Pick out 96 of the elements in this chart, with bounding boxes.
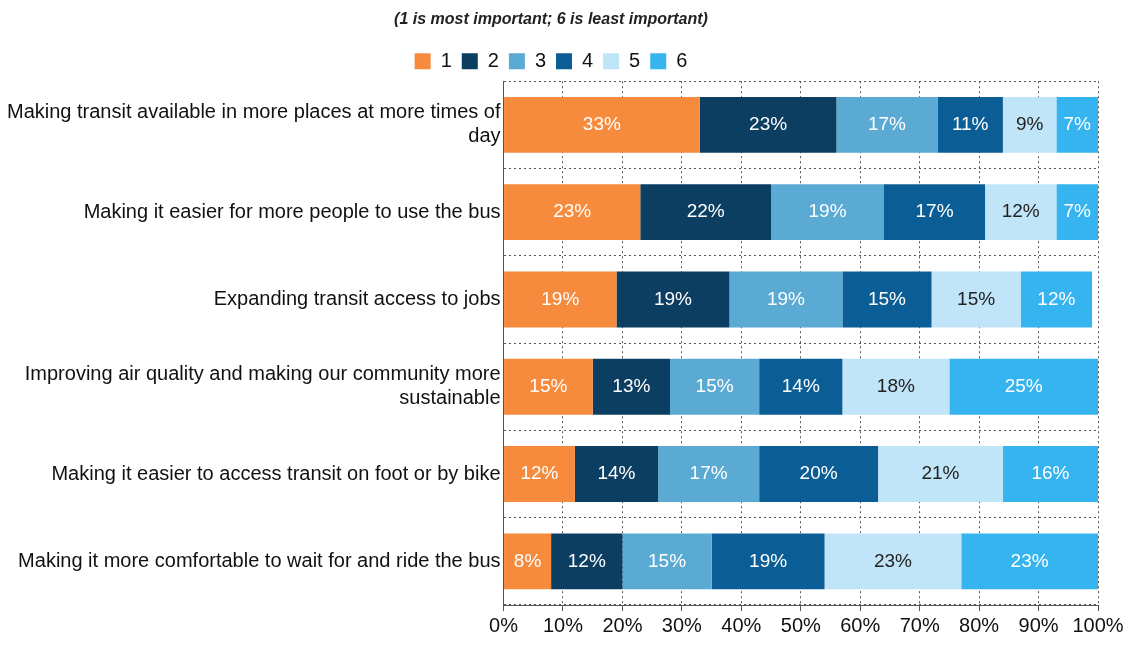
legend-label: 4 — [582, 48, 594, 71]
legend-label: 3 — [534, 48, 546, 71]
bar — [836, 96, 938, 153]
x-tick-label: 60% — [840, 613, 881, 636]
y-tick-label: Expanding transit access to jobs — [213, 286, 501, 309]
data-label: 22% — [686, 200, 725, 222]
bar — [504, 358, 593, 415]
y-tick-label: Making transit available in more places at more times of day — [7, 100, 501, 147]
y-tick-label: Making it more comfortable to wait for and ride the bus — [18, 548, 501, 571]
x-tick-label: 90% — [1018, 613, 1059, 636]
bar — [729, 271, 843, 328]
x-tick-label: 40% — [721, 613, 762, 636]
data-label: 23% — [553, 200, 592, 222]
x-tick-label: 30% — [661, 613, 703, 636]
data-label: 12% — [1001, 200, 1040, 222]
data-label: 11% — [951, 113, 989, 135]
data-label: 13% — [612, 374, 651, 396]
bar — [1056, 96, 1098, 153]
data-label: 19% — [749, 549, 788, 571]
bar — [1002, 96, 1057, 153]
data-label: 14% — [597, 462, 636, 484]
bar — [824, 533, 962, 590]
bar — [669, 358, 760, 415]
legend-label: 2 — [487, 48, 499, 71]
bar — [1056, 184, 1098, 241]
data-label: 14% — [781, 374, 820, 396]
data-label: 23% — [749, 113, 788, 135]
data-label: 12% — [520, 462, 559, 484]
bar — [1002, 446, 1098, 502]
bar — [842, 358, 950, 415]
legend-label: 6 — [676, 48, 688, 71]
bar — [640, 184, 772, 241]
data-label: 9% — [1015, 113, 1044, 135]
chart-title: (1 is most important; 6 is least important) — [394, 10, 708, 28]
bar — [504, 271, 617, 328]
bar — [931, 271, 1021, 328]
data-label: 19% — [541, 287, 580, 309]
x-tick-label: 70% — [899, 613, 940, 636]
x-tick-label: 0% — [489, 613, 519, 636]
data-label: 15% — [957, 287, 996, 309]
bar — [622, 533, 712, 590]
data-label: 19% — [653, 287, 693, 309]
bar — [949, 358, 1098, 415]
bar — [985, 184, 1057, 241]
bar — [759, 446, 879, 502]
bar — [504, 96, 700, 153]
x-tick-label: 80% — [959, 613, 1000, 636]
data-label: 7% — [1063, 200, 1092, 222]
data-label: 12% — [1037, 287, 1076, 309]
data-label: 16% — [1031, 462, 1070, 484]
bar — [699, 96, 837, 153]
data-label: 7% — [1063, 113, 1092, 135]
data-label: 25% — [1004, 374, 1043, 396]
y-tick-label: Making it easier for more people to use the bus — [83, 199, 501, 222]
bar — [616, 271, 730, 328]
x-tick-label: 100% — [1072, 613, 1124, 636]
bar — [658, 446, 760, 502]
bar — [961, 533, 1098, 590]
data-label: 15% — [695, 374, 734, 396]
data-label: 15% — [529, 374, 568, 396]
x-tick-label: 20% — [602, 613, 643, 636]
bar — [759, 358, 843, 415]
bar — [574, 446, 659, 502]
data-label: 17% — [867, 113, 907, 135]
bar — [711, 533, 825, 590]
data-label: 12% — [567, 549, 606, 571]
bar — [771, 184, 884, 241]
data-label: 21% — [921, 462, 960, 484]
data-label: 23% — [873, 549, 913, 571]
legend-label: 5 — [629, 48, 641, 71]
data-label: 15% — [867, 287, 907, 309]
y-tick-label: Making it easier to access transit on foot or by bike — [51, 461, 501, 484]
data-label: 33% — [582, 113, 621, 135]
bar — [1020, 271, 1093, 328]
x-tick-label: 10% — [542, 613, 584, 636]
data-label: 20% — [799, 462, 838, 484]
data-label: 17% — [915, 200, 954, 222]
bar — [504, 533, 552, 590]
x-tick-label: 50% — [780, 613, 821, 636]
data-label: 17% — [689, 462, 728, 484]
legend-label: 1 — [440, 48, 452, 71]
bar — [884, 184, 986, 241]
data-label: 8% — [513, 549, 542, 571]
y-tick-label: Improving air quality and making our community more sustainable — [24, 362, 501, 409]
bar — [592, 358, 670, 415]
bar — [937, 96, 1003, 153]
bar — [878, 446, 1003, 502]
data-label: 15% — [648, 549, 687, 571]
bar — [842, 271, 932, 328]
data-label: 18% — [876, 374, 915, 396]
data-label: 19% — [766, 287, 806, 309]
bar — [504, 446, 575, 502]
bar — [504, 184, 641, 241]
data-label: 19% — [808, 200, 847, 222]
data-label: 23% — [1010, 549, 1049, 571]
bar — [551, 533, 623, 590]
